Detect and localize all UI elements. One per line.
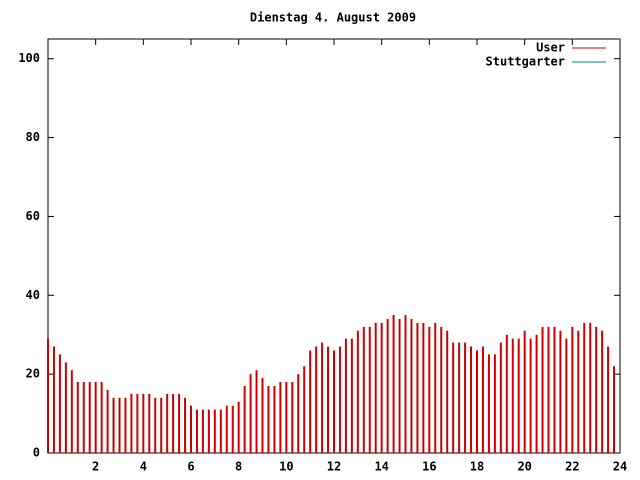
x-tick-label: 10 xyxy=(279,460,293,474)
x-tick-label: 20 xyxy=(517,460,531,474)
y-tick-label: 40 xyxy=(26,288,40,302)
x-tick-label: 8 xyxy=(235,460,242,474)
legend-label: User xyxy=(536,41,565,55)
x-tick-label: 16 xyxy=(422,460,436,474)
x-tick-label: 24 xyxy=(613,460,627,474)
y-tick-label: 0 xyxy=(33,446,40,460)
x-tick-label: 6 xyxy=(187,460,194,474)
x-tick-label: 18 xyxy=(470,460,484,474)
y-tick-label: 20 xyxy=(26,367,40,381)
x-tick-label: 22 xyxy=(565,460,579,474)
y-tick-label: 80 xyxy=(26,130,40,144)
y-tick-label: 100 xyxy=(18,51,40,65)
x-tick-label: 12 xyxy=(327,460,341,474)
legend-label: Stuttgarter xyxy=(486,55,565,69)
x-tick-label: 4 xyxy=(140,460,147,474)
chart-title: Dienstag 4. August 2009 xyxy=(250,11,416,25)
x-tick-label: 14 xyxy=(374,460,388,474)
x-tick-label: 2 xyxy=(92,460,99,474)
y-tick-label: 60 xyxy=(26,209,40,223)
